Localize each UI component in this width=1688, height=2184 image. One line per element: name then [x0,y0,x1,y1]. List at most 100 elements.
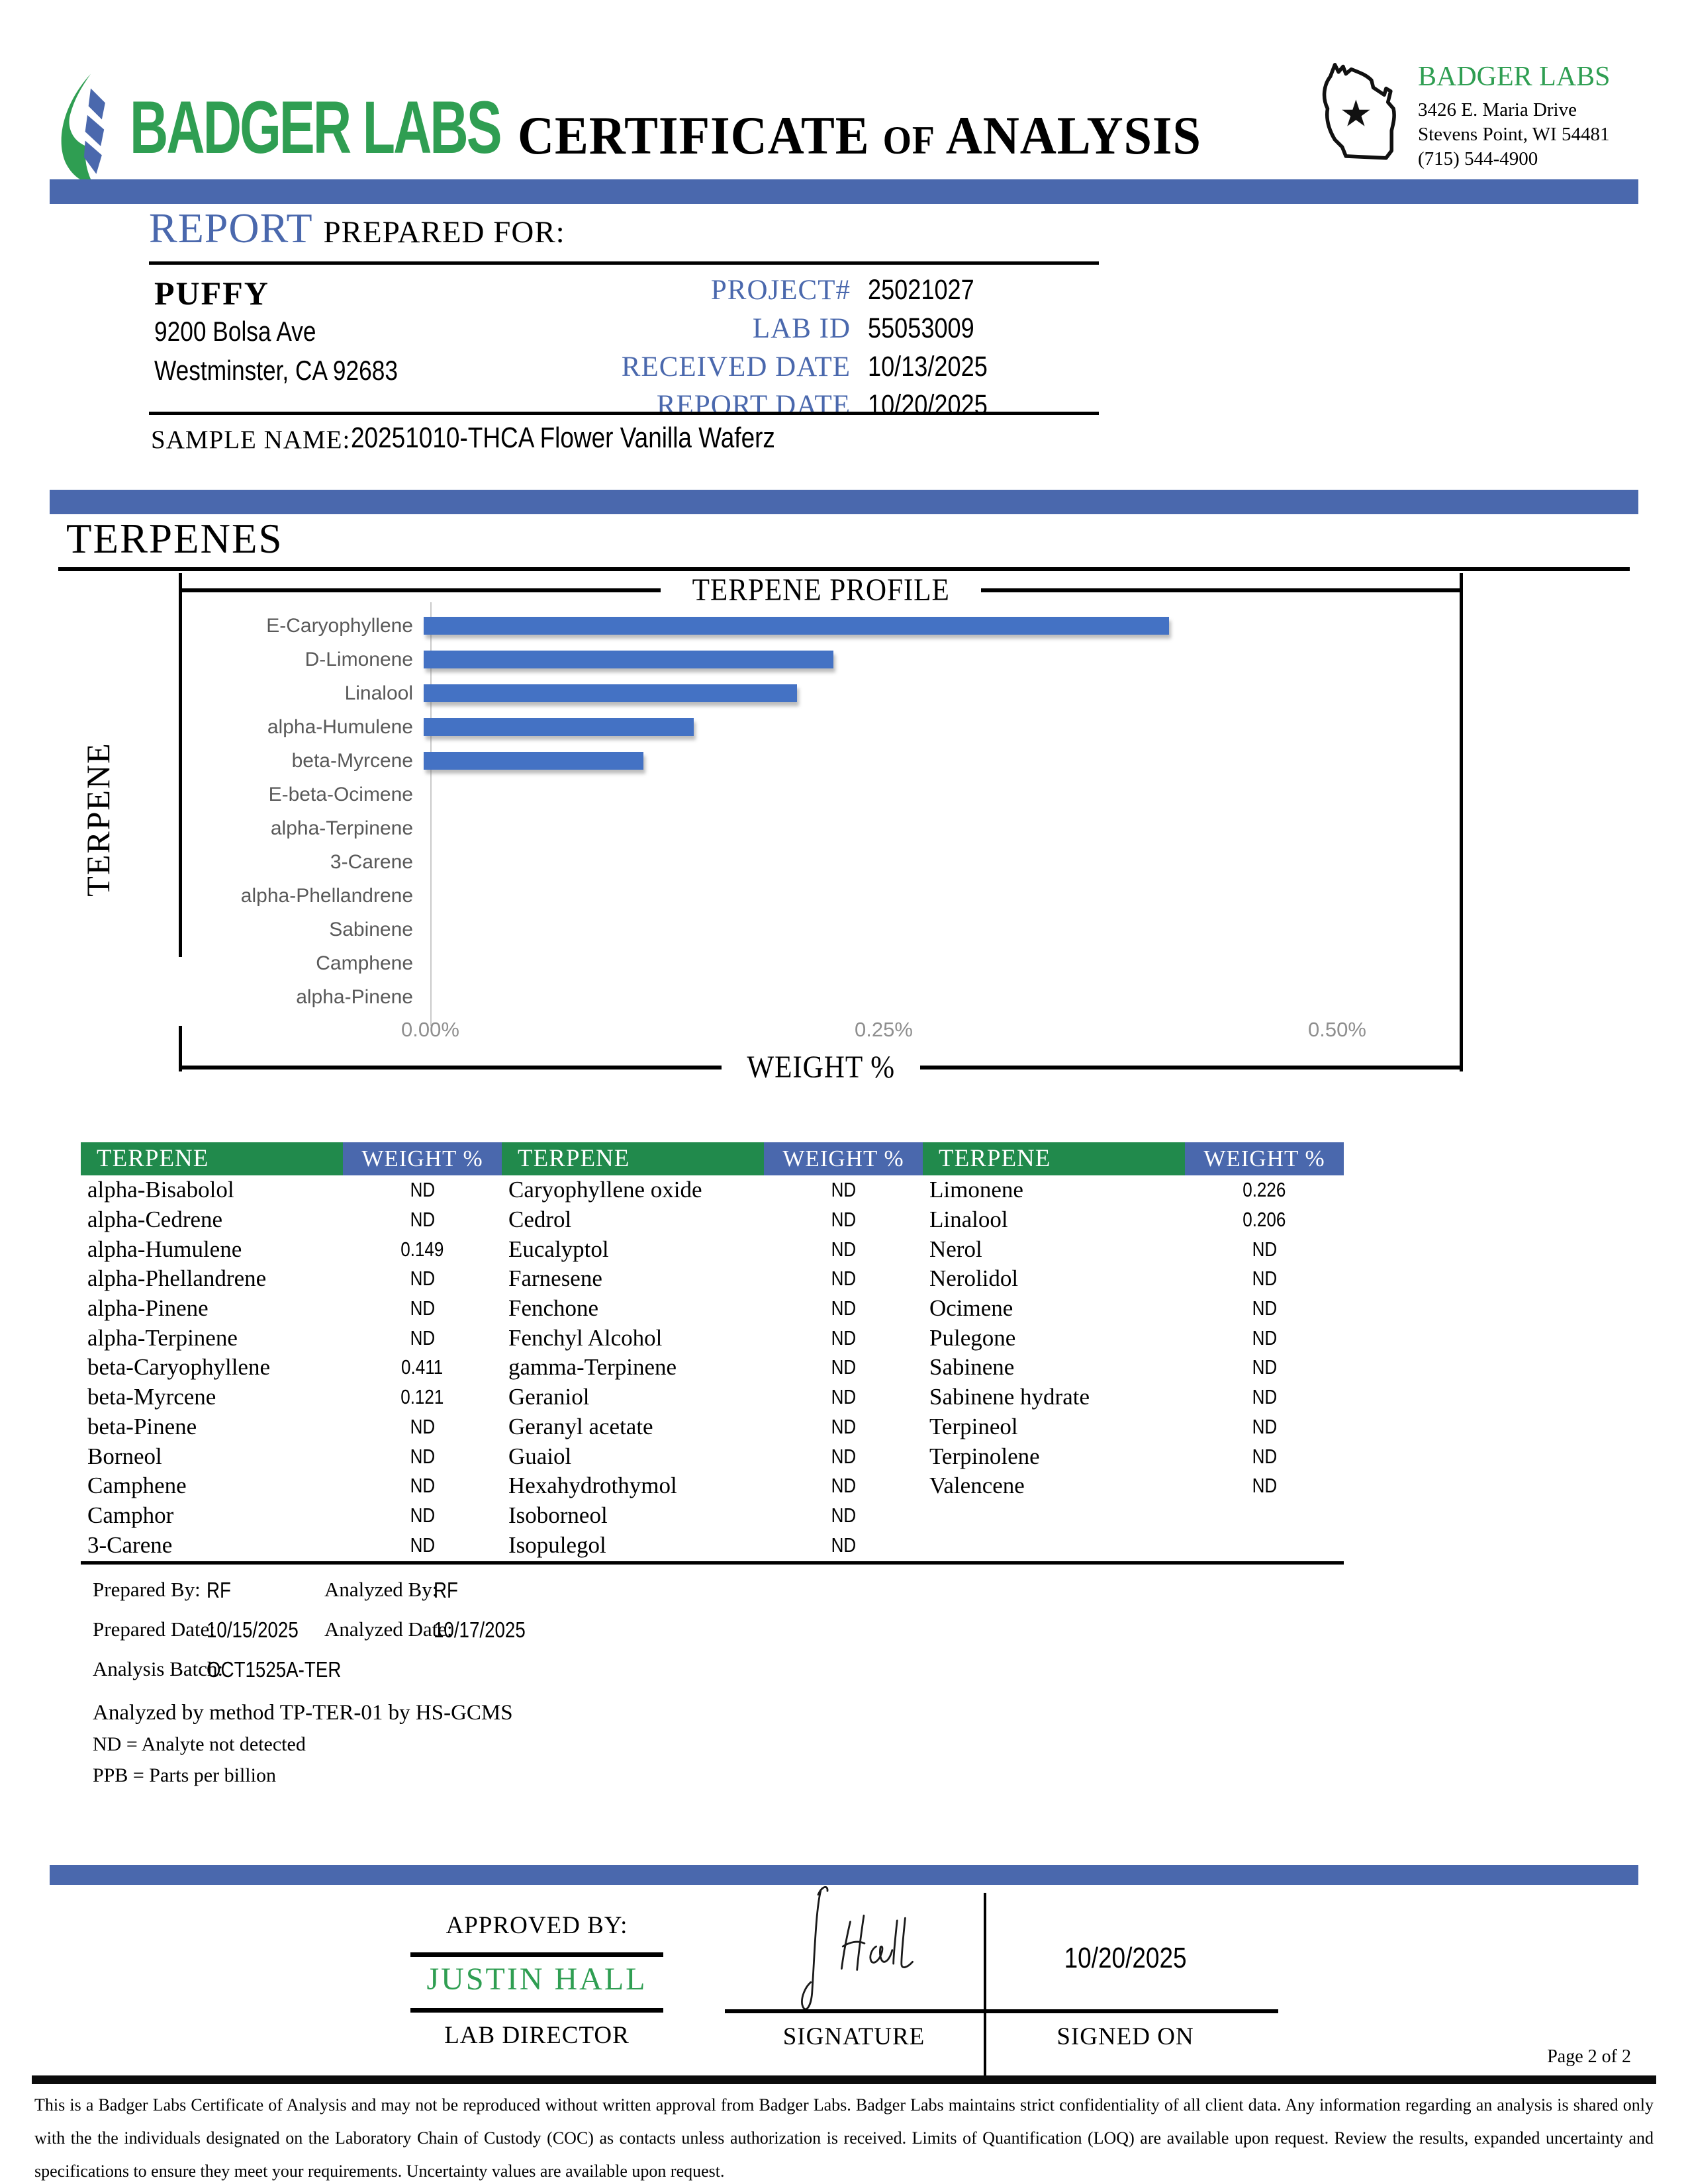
approval-vertical-divider [984,1893,986,2077]
prepared-date-value: 10/15/2025 [207,1617,316,1643]
table-row: Fenchyl Alcohol ND [502,1323,923,1353]
table-row: Eucalyptol ND [502,1234,923,1264]
terpene-results-table: TERPENE WEIGHT % alpha-Bisabolol ND alpha-Ce… [81,1142,1344,1560]
table-row: beta-Pinene ND [81,1412,502,1442]
chart-category-label: beta-Myrcene [291,749,413,772]
weight-value-cell: ND [764,1415,923,1439]
weight-value-text: ND [1252,1355,1277,1379]
terpene-name-cell: alpha-Humulene [87,1236,242,1262]
chart-bar-track [422,710,1448,744]
table-row: Nerol ND [923,1234,1344,1264]
weight-value-cell: ND [343,1445,502,1469]
lab-phone: (715) 544-4900 [1418,148,1538,169]
chart-bar-track [422,778,1448,811]
table-row: Terpineol ND [923,1412,1344,1442]
logo-wordmark: BADGER LABS [130,86,502,169]
chart-bar-track [422,609,1448,643]
table-header-terpene: TERPENE [923,1142,1185,1175]
table-row: Limonene 0.226 [923,1175,1344,1205]
client-address-line2-text: Westminster, CA 92683 [154,355,399,386]
terpene-name-cell: Limonene [929,1177,1023,1203]
weight-value-text: ND [410,1503,435,1527]
terpene-name-cell: Guaiol [508,1443,572,1469]
chart-bar-track [422,811,1448,845]
analyzed-date-text: 10/17/2025 [434,1617,526,1642]
chart-bar-row: alpha-Terpinene [179,811,1456,845]
table-header-row: TERPENE WEIGHT % [81,1142,502,1175]
chart-bar-row: Sabinene [179,913,1456,946]
prepared-date-text: 10/15/2025 [207,1617,299,1642]
chart-bar-track [422,980,1448,1014]
weight-value-cell: ND [1185,1297,1344,1320]
chart-bar [424,684,797,702]
weight-value-text: ND [831,1355,856,1379]
footer-bar [32,2075,1656,2084]
chart-category-label: alpha-Terpinene [270,817,413,839]
chart-plot-area: E-Caryophyllene D-Limonene Linalool alpha-H… [179,568,1456,1048]
weight-value-cell: ND [764,1208,923,1232]
rule-under-table [81,1561,1344,1565]
report-field-label: RECEIVED DATE [621,351,851,383]
chart-category-label: alpha-Phellandrene [240,884,413,907]
chart-category-label: E-Caryophyllene [266,614,413,637]
chart-bar-row: Camphene [179,946,1456,980]
terpene-name-cell: Geraniol [508,1384,590,1410]
weight-value-text: ND [1252,1474,1277,1498]
chart-title: TERPENE PROFILE [692,572,950,608]
chart-tick-label: 0.25% [855,1018,913,1041]
weight-value-text: ND [410,1326,435,1349]
terpene-name-cell: alpha-Pinene [87,1295,209,1322]
chart-bar-row: E-beta-Ocimene [179,778,1456,811]
table-row: Sabinene hydrate ND [923,1383,1344,1412]
weight-value-text: ND [1252,1297,1277,1320]
chart-bar-track [422,643,1448,676]
prepared-date-label: Prepared Date: [93,1617,216,1641]
chart-bar-row: alpha-Humulene [179,710,1456,744]
report-word: REPORT [149,205,313,251]
signature-label: SIGNATURE [782,2023,925,2050]
terpene-name-cell: Linalool [929,1206,1008,1233]
table-header-terpene: TERPENE [81,1142,343,1175]
analysis-batch-text: OCT1525A-TER [207,1657,342,1682]
analyzed-date-value: 10/17/2025 [434,1617,543,1643]
weight-value-cell: ND [343,1533,502,1557]
weight-value-cell: ND [1185,1267,1344,1291]
client-name: PUFFY [154,275,269,312]
table-row: Valencene ND [923,1471,1344,1501]
terpene-name-cell: alpha-Bisabolol [87,1177,234,1203]
chart-category-label: 3-Carene [330,850,413,873]
analysis-batch-row: Analysis Batch: OCT1525A-TER [93,1657,1019,1701]
weight-value-cell: ND [343,1208,502,1232]
chart-category-label: Linalool [344,682,413,704]
weight-value-cell: 0.411 [343,1355,502,1379]
chart-y-axis-label: TERPENE [79,742,117,897]
chart-tick-label: 0.00% [401,1018,459,1041]
terpene-name-cell: Isopulegol [508,1531,606,1558]
weight-value-cell: ND [343,1326,502,1350]
report-field-row: LAB ID 55053009 [149,312,1099,351]
analysis-metadata: Prepared By: RF Analyzed By: RF Prepared… [93,1578,1019,1796]
chart-x-ticks: 0.00% 0.25% 0.50% [179,1018,1456,1048]
weight-value-text: ND [1252,1326,1277,1349]
table-column-group: TERPENE WEIGHT % Caryophyllene oxide ND Cedr… [502,1142,923,1560]
terpene-name-cell: Valencene [929,1473,1025,1499]
terpene-name-cell: Camphene [87,1473,187,1499]
chart-bar-track [422,946,1448,980]
client-address-line2: Westminster, CA 92683 [154,355,444,387]
table-row: Sabinene ND [923,1353,1344,1383]
weight-value-text: ND [831,1533,856,1557]
weight-value-text: ND [410,1267,435,1291]
weight-value-cell: ND [1185,1415,1344,1439]
table-row: Hexahydrothymol ND [502,1471,923,1501]
weight-value-cell: ND [764,1267,923,1291]
weight-value-text: ND [831,1385,856,1409]
chart-bar-row: E-Caryophyllene [179,609,1456,643]
signed-on-date: 10/20/2025 [1013,1942,1238,1975]
rule-under-approved-by [410,1952,663,1957]
weight-value-cell: 0.121 [343,1385,502,1409]
weight-value-text: 0.226 [1243,1178,1286,1202]
terpene-name-cell: Terpineol [929,1413,1018,1439]
weight-value-text: ND [1252,1385,1277,1409]
table-row: Ocimene ND [923,1294,1344,1324]
